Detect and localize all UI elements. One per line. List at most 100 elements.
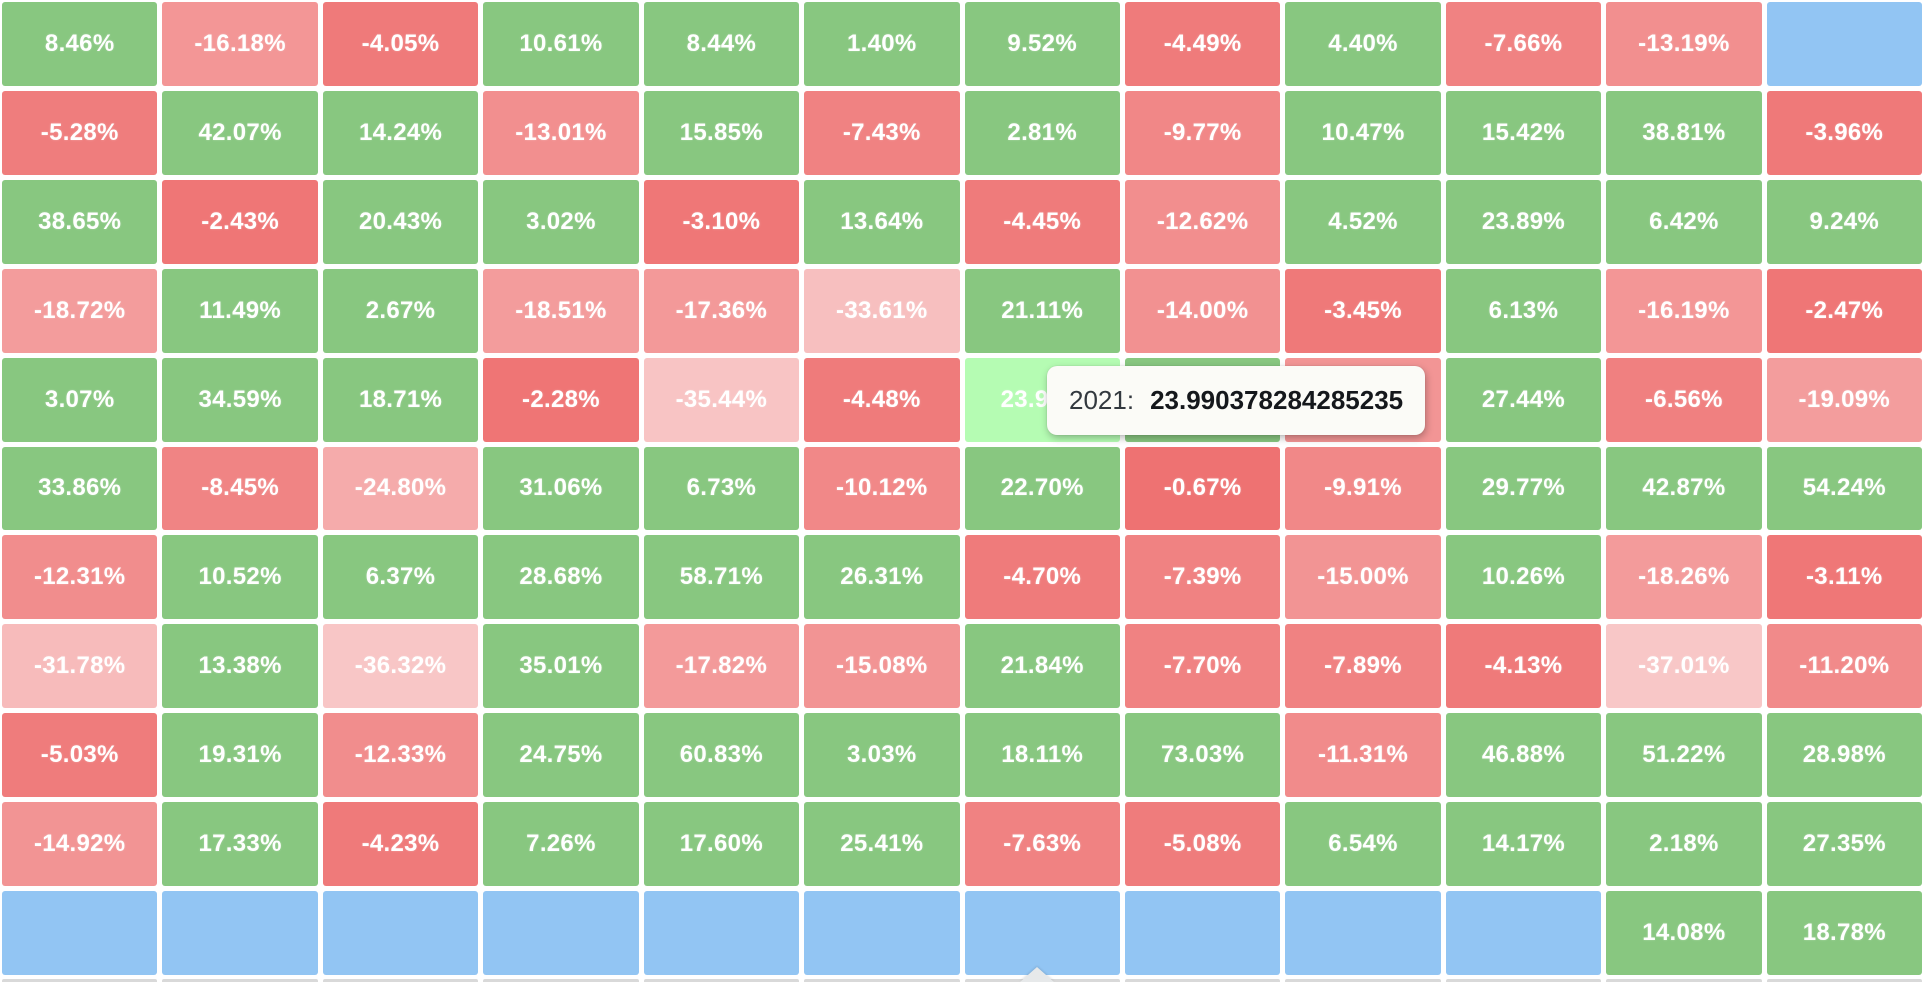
- heatmap-cell[interactable]: 60.83%: [643, 713, 800, 798]
- heatmap-cell[interactable]: 2.18%: [1606, 802, 1762, 887]
- heatmap-cell[interactable]: -4.23%: [322, 802, 479, 887]
- heatmap-cell[interactable]: -5.08%: [1124, 802, 1281, 887]
- heatmap-cell[interactable]: 3.07%: [2, 357, 158, 442]
- heatmap-cell[interactable]: -6.56%: [1606, 357, 1762, 442]
- heatmap-cell[interactable]: 14.24%: [322, 90, 479, 175]
- heatmap-cell[interactable]: -3.10%: [643, 179, 800, 264]
- heatmap-cell[interactable]: 18.71%: [322, 357, 479, 442]
- heatmap-cell[interactable]: -3.96%: [1766, 90, 1922, 175]
- heatmap-cell[interactable]: -12.31%: [2, 535, 158, 620]
- heatmap-cell[interactable]: -5.28%: [2, 90, 158, 175]
- heatmap-cell[interactable]: 24.75%: [483, 713, 639, 798]
- heatmap-cell-empty[interactable]: [804, 891, 960, 975]
- heatmap-cell[interactable]: 42.07%: [162, 90, 318, 175]
- heatmap-cell[interactable]: 29.77%: [1445, 446, 1602, 531]
- heatmap-cell-empty[interactable]: [1445, 891, 1602, 975]
- heatmap-cell[interactable]: 28.98%: [1766, 713, 1922, 798]
- heatmap-cell[interactable]: -12.33%: [322, 713, 479, 798]
- heatmap-cell[interactable]: 28.68%: [483, 535, 639, 620]
- heatmap-cell[interactable]: 9.52%: [964, 2, 1120, 86]
- heatmap-cell[interactable]: -9.91%: [1285, 446, 1441, 531]
- heatmap-cell[interactable]: 42.87%: [1606, 446, 1762, 531]
- heatmap-cell[interactable]: 15.42%: [1445, 90, 1602, 175]
- heatmap-cell[interactable]: 35.01%: [483, 624, 639, 709]
- heatmap-cell[interactable]: 38.81%: [1606, 90, 1762, 175]
- heatmap-cell[interactable]: -16.19%: [1606, 268, 1762, 353]
- heatmap-cell[interactable]: 13.38%: [162, 624, 318, 709]
- heatmap-cell[interactable]: -4.49%: [1124, 2, 1281, 86]
- heatmap-cell[interactable]: 21.11%: [964, 268, 1120, 353]
- heatmap-cell[interactable]: -3.11%: [1766, 535, 1922, 620]
- heatmap-cell[interactable]: -11.31%: [1285, 713, 1441, 798]
- heatmap-cell[interactable]: -7.63%: [964, 802, 1120, 887]
- heatmap-cell[interactable]: 20.43%: [322, 179, 479, 264]
- heatmap-cell[interactable]: -2.43%: [162, 179, 318, 264]
- heatmap-cell[interactable]: 17.33%: [162, 802, 318, 887]
- heatmap-cell[interactable]: -9.77%: [1124, 90, 1281, 175]
- heatmap-cell[interactable]: 2.81%: [964, 90, 1120, 175]
- heatmap-cell[interactable]: 13.64%: [804, 179, 960, 264]
- heatmap-cell[interactable]: -0.67%: [1124, 446, 1281, 531]
- heatmap-cell[interactable]: -18.51%: [483, 268, 639, 353]
- heatmap-cell[interactable]: 14.08%: [1606, 891, 1762, 975]
- heatmap-cell[interactable]: -24.80%: [322, 446, 479, 531]
- heatmap-cell-empty[interactable]: [322, 891, 479, 975]
- heatmap-cell[interactable]: 6.73%: [643, 446, 800, 531]
- heatmap-cell[interactable]: 21.84%: [964, 624, 1120, 709]
- heatmap-cell[interactable]: -16.18%: [162, 2, 318, 86]
- heatmap-cell[interactable]: 19.31%: [162, 713, 318, 798]
- heatmap-cell[interactable]: -18.26%: [1606, 535, 1762, 620]
- heatmap-cell[interactable]: 26.31%: [804, 535, 960, 620]
- heatmap-cell[interactable]: 10.26%: [1445, 535, 1602, 620]
- heatmap-cell[interactable]: -15.00%: [1285, 535, 1441, 620]
- heatmap-cell[interactable]: 14.17%: [1445, 802, 1602, 887]
- heatmap-cell[interactable]: -36.32%: [322, 624, 479, 709]
- heatmap-cell-empty[interactable]: [162, 891, 318, 975]
- heatmap-cell[interactable]: 10.61%: [483, 2, 639, 86]
- heatmap-cell[interactable]: 11.49%: [162, 268, 318, 353]
- heatmap-cell[interactable]: -19.09%: [1766, 357, 1922, 442]
- heatmap-cell-empty[interactable]: [1766, 2, 1922, 86]
- heatmap-cell[interactable]: 51.22%: [1606, 713, 1762, 798]
- heatmap-cell[interactable]: -33.61%: [804, 268, 960, 353]
- heatmap-cell[interactable]: 17.60%: [643, 802, 800, 887]
- heatmap-cell-empty[interactable]: [2, 891, 158, 975]
- heatmap-cell[interactable]: 9.24%: [1766, 179, 1922, 264]
- heatmap-cell[interactable]: 3.03%: [804, 713, 960, 798]
- heatmap-cell[interactable]: 27.35%: [1766, 802, 1922, 887]
- heatmap-cell[interactable]: 73.03%: [1124, 713, 1281, 798]
- heatmap-cell[interactable]: -4.13%: [1445, 624, 1602, 709]
- heatmap-cell[interactable]: 6.13%: [1445, 268, 1602, 353]
- heatmap-cell[interactable]: -17.36%: [643, 268, 800, 353]
- heatmap-cell[interactable]: 1.40%: [804, 2, 960, 86]
- heatmap-cell-empty[interactable]: [483, 891, 639, 975]
- heatmap-cell[interactable]: 38.65%: [2, 179, 158, 264]
- heatmap-cell[interactable]: -37.01%: [1606, 624, 1762, 709]
- heatmap-cell[interactable]: 6.42%: [1606, 179, 1762, 264]
- heatmap-cell[interactable]: 7.26%: [483, 802, 639, 887]
- heatmap-cell[interactable]: -7.43%: [804, 90, 960, 175]
- heatmap-cell[interactable]: -7.70%: [1124, 624, 1281, 709]
- heatmap-cell[interactable]: 8.44%: [643, 2, 800, 86]
- heatmap-cell[interactable]: -13.19%: [1606, 2, 1762, 86]
- heatmap-cell-empty[interactable]: [1124, 891, 1281, 975]
- heatmap-cell[interactable]: 27.44%: [1445, 357, 1602, 442]
- heatmap-cell[interactable]: -11.20%: [1766, 624, 1922, 709]
- heatmap-cell[interactable]: 6.54%: [1285, 802, 1441, 887]
- heatmap-cell-empty[interactable]: [643, 891, 800, 975]
- heatmap-cell[interactable]: -4.70%: [964, 535, 1120, 620]
- heatmap-cell[interactable]: -10.12%: [804, 446, 960, 531]
- heatmap-cell[interactable]: 4.52%: [1285, 179, 1441, 264]
- heatmap-cell[interactable]: 54.24%: [1766, 446, 1922, 531]
- heatmap-cell[interactable]: 25.41%: [804, 802, 960, 887]
- heatmap-cell-empty[interactable]: [964, 891, 1120, 975]
- heatmap-cell[interactable]: -31.78%: [2, 624, 158, 709]
- heatmap-cell[interactable]: -3.45%: [1285, 268, 1441, 353]
- heatmap-cell[interactable]: -7.89%: [1285, 624, 1441, 709]
- heatmap-cell[interactable]: -12.62%: [1124, 179, 1281, 264]
- heatmap-cell[interactable]: 22.70%: [964, 446, 1120, 531]
- heatmap-cell[interactable]: 2.67%: [322, 268, 479, 353]
- heatmap-cell[interactable]: -4.45%: [964, 179, 1120, 264]
- heatmap-cell[interactable]: 6.37%: [322, 535, 479, 620]
- heatmap-cell[interactable]: -2.28%: [483, 357, 639, 442]
